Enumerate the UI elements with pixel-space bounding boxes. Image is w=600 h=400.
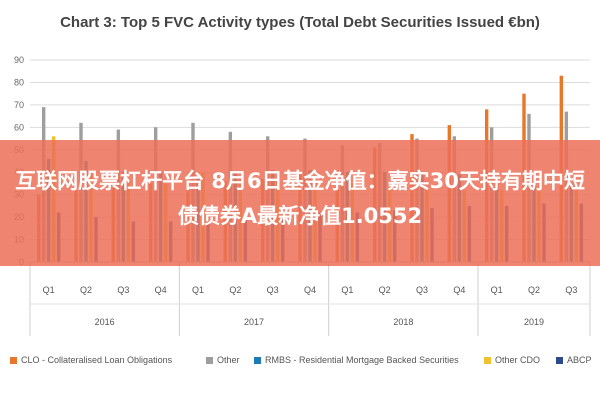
legend-item: Other: [206, 353, 240, 367]
x-tick-label: Q4: [304, 285, 316, 295]
x-tick-label: Q1: [43, 285, 55, 295]
x-tick-label: Q3: [267, 285, 279, 295]
legend-swatch: [206, 357, 213, 365]
headline-text: 互联网股票杠杆平台 8月6日基金净值：嘉实30天持有期中短债债券A最新净值1.0…: [15, 169, 585, 228]
legend-swatch: [254, 357, 261, 365]
x-tick-label: Q3: [117, 285, 129, 295]
legend-label: Other: [217, 355, 240, 365]
legend-item: CLO - Collateralised Loan Obligations: [10, 353, 172, 367]
y-tick-label: 70: [14, 100, 24, 110]
x-tick-label: Q2: [229, 285, 241, 295]
y-tick-label: 60: [14, 122, 24, 132]
x-tick-label: Q1: [192, 285, 204, 295]
x-group-label: 2016: [95, 317, 115, 327]
legend-swatch: [556, 357, 563, 365]
chart-title: Chart 3: Top 5 FVC Activity types (Total…: [60, 14, 540, 31]
legend-item: ABCP: [556, 353, 592, 367]
headline-banner: 互联网股票杠杆平台 8月6日基金净值：嘉实30天持有期中短债债券A最新净值1.0…: [0, 140, 600, 266]
x-tick-label: Q2: [80, 285, 92, 295]
chart-legend: CLO - Collateralised Loan Obligations Oth…: [10, 353, 600, 369]
x-tick-label: Q3: [565, 285, 577, 295]
y-tick-label: 80: [14, 77, 24, 87]
legend-label: CLO - Collateralised Loan Obligations: [21, 355, 173, 365]
legend-item: Other CDO: [484, 353, 540, 367]
x-tick-label: Q1: [341, 285, 353, 295]
legend-label: ABCP: [567, 355, 592, 365]
legend-label: RMBS - Residential Mortgage Backed Secur…: [265, 355, 459, 365]
legend-swatch: [10, 357, 17, 365]
x-group-label: 2018: [393, 317, 413, 327]
x-tick-label: Q4: [453, 285, 465, 295]
x-tick-label: Q2: [528, 285, 540, 295]
legend-swatch: [484, 357, 491, 365]
x-group-label: 2019: [524, 317, 544, 327]
y-tick-label: 90: [14, 55, 24, 65]
x-tick-label: Q3: [416, 285, 428, 295]
legend-item: RMBS - Residential Mortgage Backed Secur…: [254, 353, 459, 367]
x-tick-label: Q1: [491, 285, 503, 295]
x-tick-label: Q4: [155, 285, 167, 295]
legend-label: Other CDO: [495, 355, 541, 365]
x-group-label: 2017: [244, 317, 264, 327]
x-tick-label: Q2: [379, 285, 391, 295]
